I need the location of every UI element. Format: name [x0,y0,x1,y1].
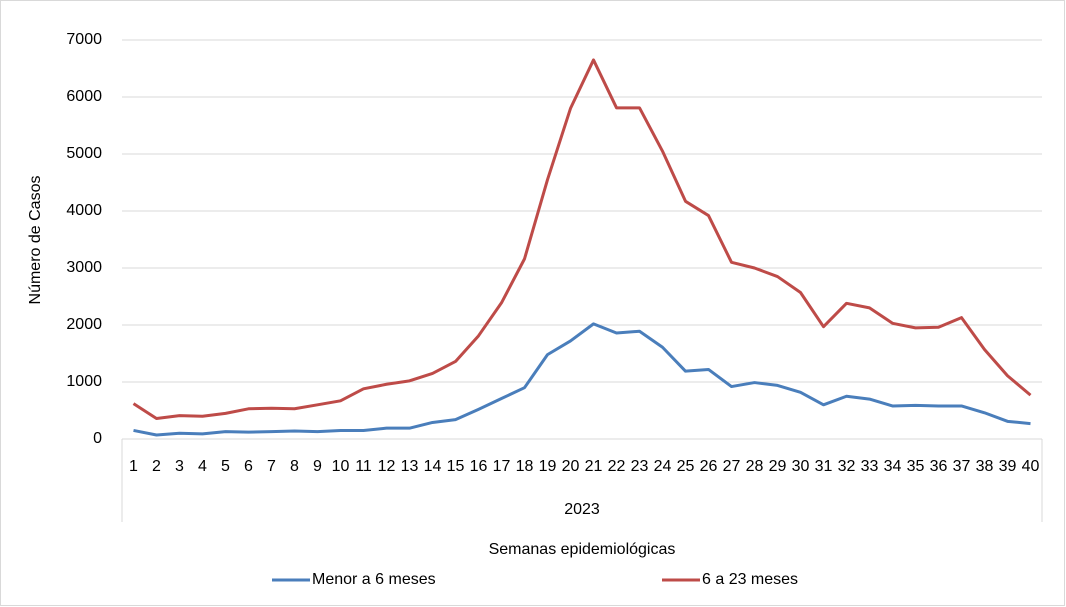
x-tick-label: 19 [539,458,557,475]
y-tick-label: 4000 [66,202,102,219]
x-tick-label: 23 [631,458,649,475]
y-tick-label: 2000 [66,316,102,333]
x-tick-label: 11 [355,458,372,475]
x-tick-label: 39 [999,458,1017,475]
x-tick-label: 36 [930,458,948,475]
line-series [133,322,1031,437]
y-tick-label: 1000 [66,373,102,390]
x-tick-label: 15 [447,458,465,475]
x-tick-label: 16 [470,458,488,475]
x-tick-label: 9 [313,458,322,475]
y-tick-label: 7000 [66,31,102,48]
x-tick-label: 29 [769,458,787,475]
y-tick-label: 6000 [66,88,102,105]
x-tick-label: 12 [378,458,396,475]
x-tick-label: 3 [175,458,184,475]
legend-label: Menor a 6 meses [312,571,436,588]
x-tick-label: 14 [424,458,442,475]
x-tick-label: 28 [746,458,764,475]
x-tick-label: 38 [976,458,994,475]
x-tick-label: 25 [677,458,695,475]
line-series [132,58,1032,420]
y-tick-label: 3000 [66,259,102,276]
y-tick-label: 0 [93,430,102,447]
x-tick-label: 33 [861,458,879,475]
x-tick-label: 8 [290,458,299,475]
x-tick-label: 35 [907,458,925,475]
x-tick-label: 27 [723,458,741,475]
y-tick-label: 5000 [66,145,102,162]
x-tick-label: 22 [608,458,626,475]
x-tick-label: 17 [493,458,511,475]
x-tick-label: 6 [244,458,253,475]
x-tick-label: 30 [792,458,810,475]
x-tick-label: 24 [654,458,672,475]
x-tick-label: 13 [401,458,419,475]
x-tick-label: 1 [129,458,138,475]
x-tick-label: 4 [198,458,207,475]
x-tick-label: 37 [953,458,971,475]
x-tick-label: 5 [221,458,230,475]
legend-label: 6 a 23 meses [702,571,798,588]
x-tick-label: 21 [585,458,603,475]
x-tick-label: 20 [562,458,580,475]
y-axis-title: Número de Casos [27,176,44,305]
x-tick-label: 31 [815,458,833,475]
x-tick-label: 2 [152,458,161,475]
x-tick-label: 26 [700,458,718,475]
x-tick-label: 18 [516,458,534,475]
x-axis-title: Semanas epidemiológicas [489,541,676,558]
x-tick-label: 10 [332,458,350,475]
x-tick-label: 7 [267,458,276,475]
x-tick-label: 34 [884,458,902,475]
x-tick-label: 32 [838,458,856,475]
x-tick-label: 40 [1022,458,1040,475]
group-label: 2023 [564,501,600,518]
